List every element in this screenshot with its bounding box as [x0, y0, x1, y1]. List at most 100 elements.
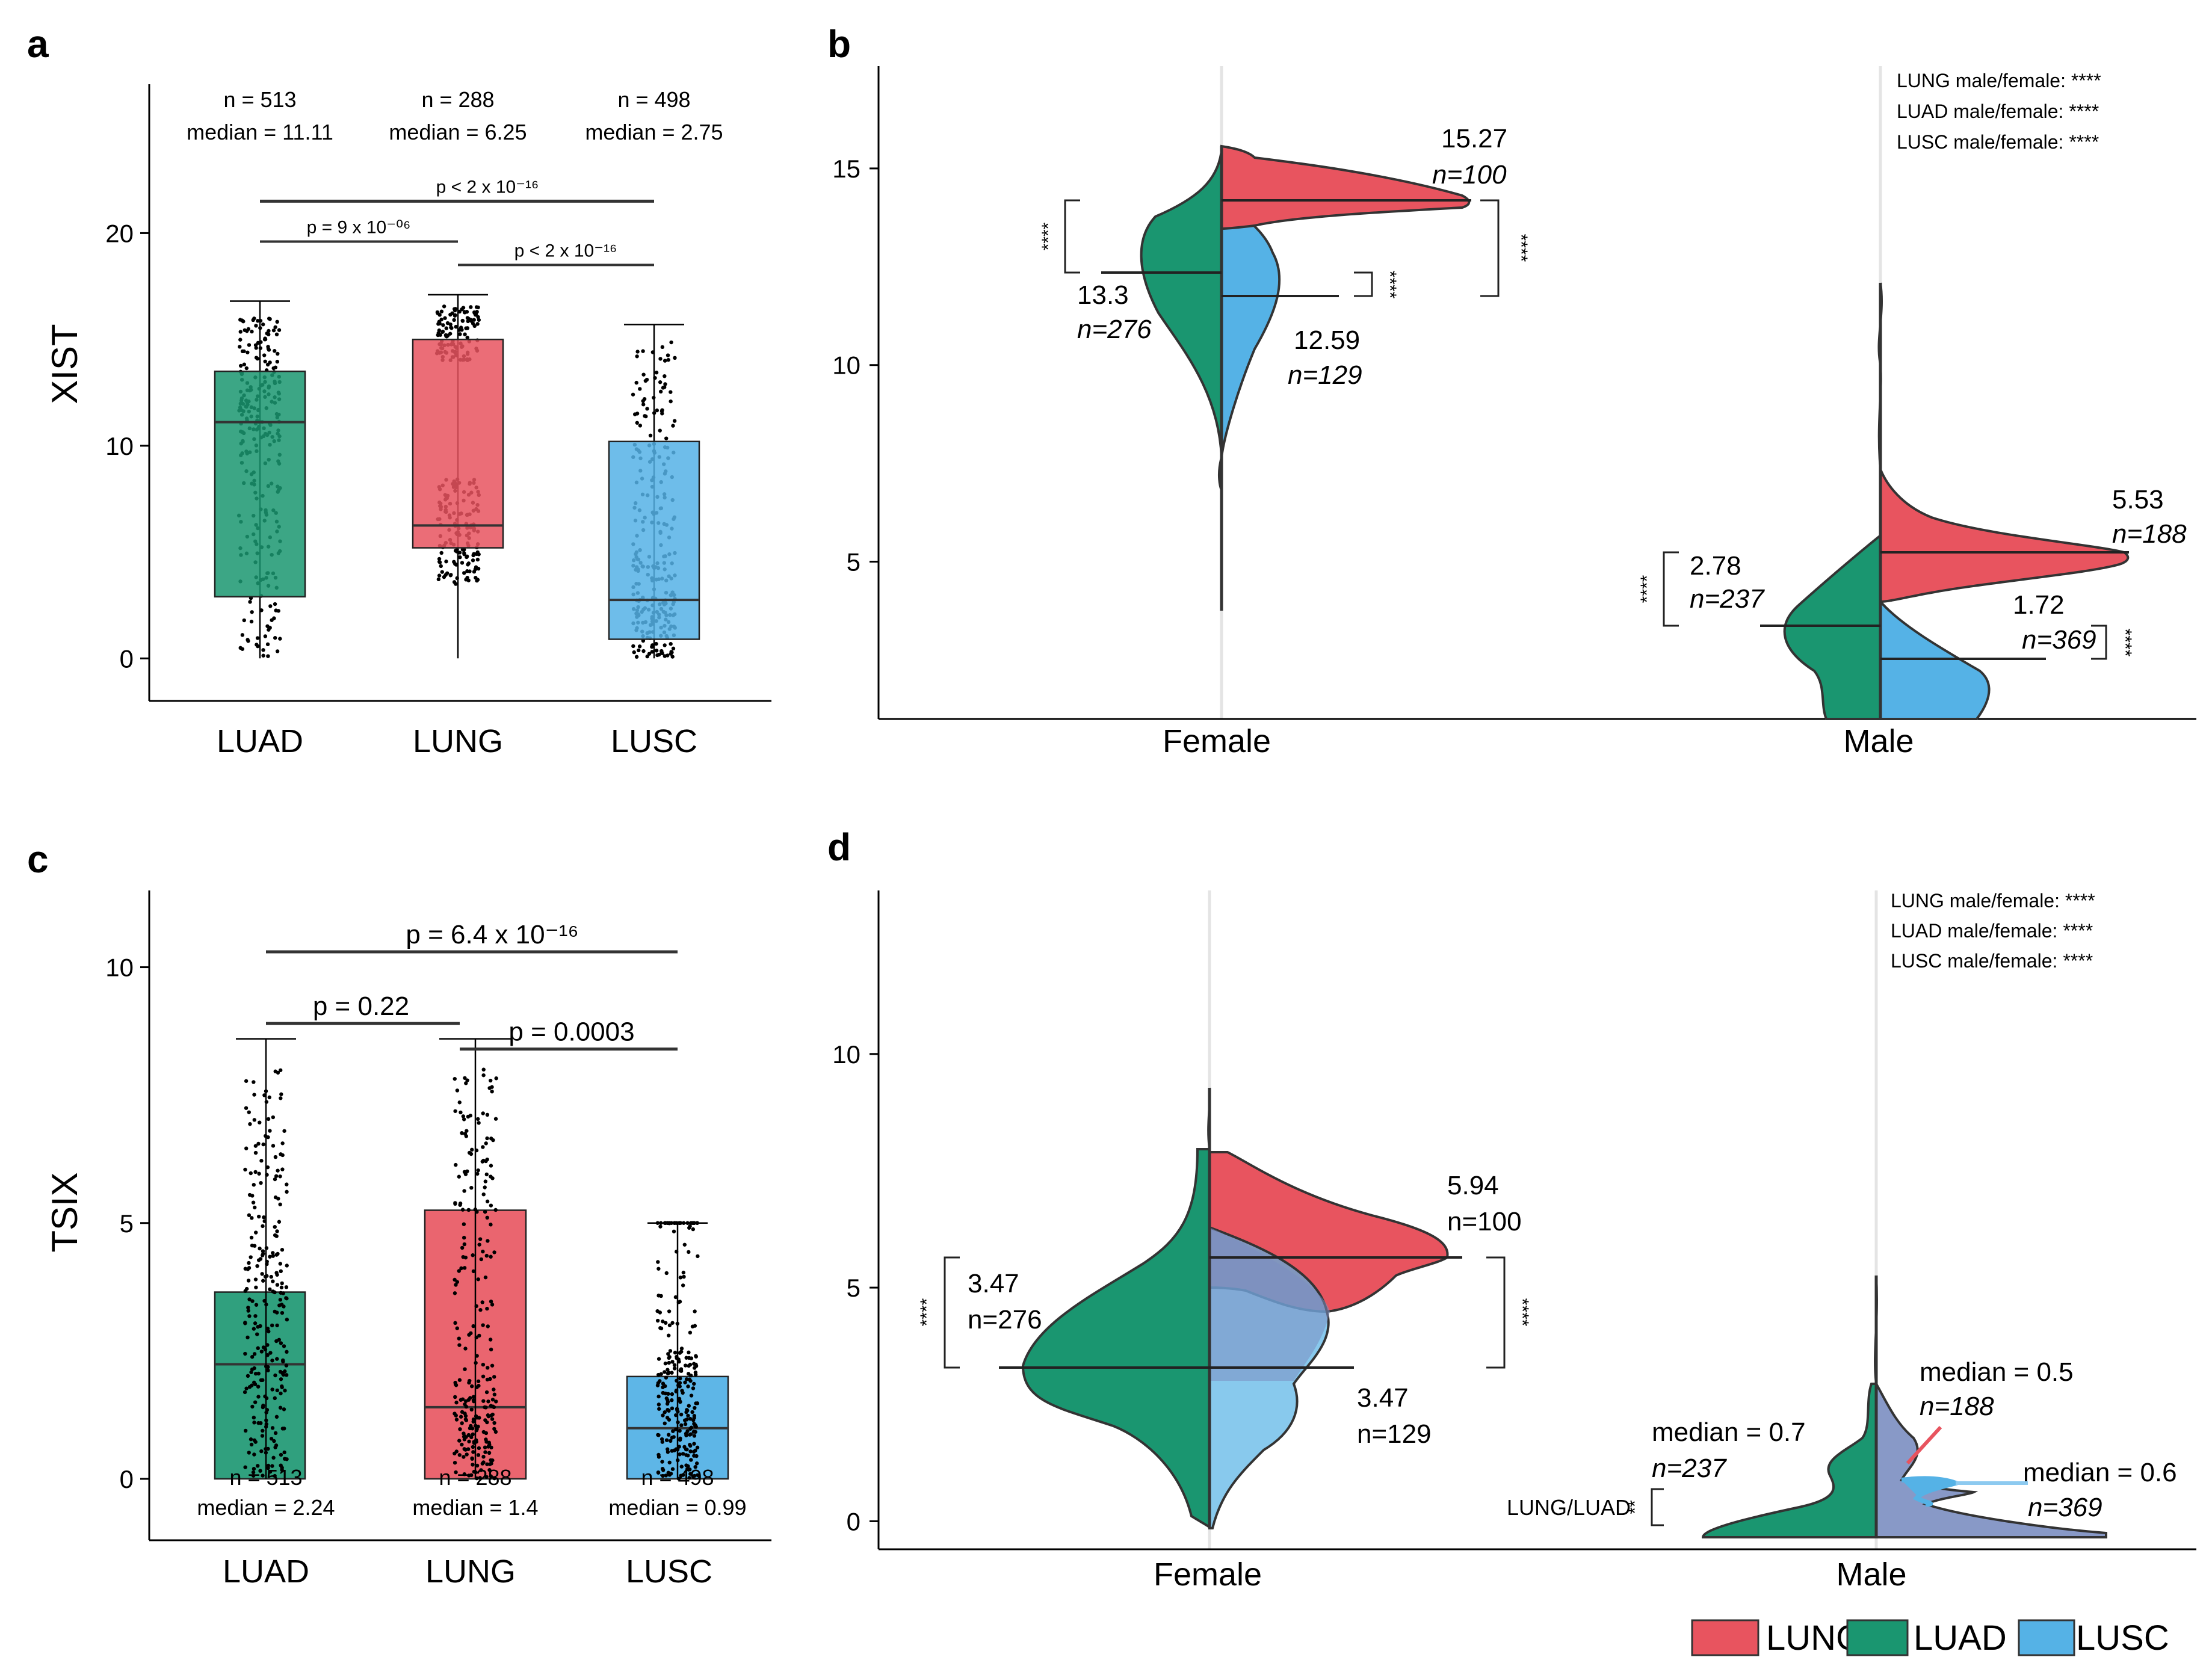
x-category-label: Female [1163, 723, 1271, 759]
jitter-point [478, 1476, 482, 1480]
jitter-point [654, 649, 659, 653]
jitter-point [687, 1250, 691, 1254]
jitter-point [284, 1373, 289, 1377]
jitter-point [271, 1115, 276, 1120]
jitter-point [691, 1227, 696, 1232]
jitter-point [490, 1085, 494, 1089]
jitter-point [655, 408, 660, 413]
jitter-point [468, 1378, 472, 1383]
jitter-point [668, 1349, 673, 1353]
jitter-point [251, 318, 255, 322]
jitter-point [268, 360, 272, 365]
jitter-point [243, 1390, 247, 1395]
jitter-point [667, 1355, 672, 1359]
jitter-point [678, 1351, 682, 1355]
jitter-point [285, 1296, 289, 1301]
jitter-point [489, 1474, 493, 1478]
jitter-point [481, 1145, 485, 1149]
jitter-point [485, 1377, 490, 1382]
sig-stars: **** [1511, 234, 1531, 262]
jitter-point [261, 1251, 265, 1256]
jitter-point [444, 560, 448, 564]
jitter-point [665, 1402, 670, 1406]
jitter-point [268, 1287, 272, 1292]
jitter-point [436, 577, 441, 582]
sig-bracket [1480, 199, 1500, 297]
x-category-label: LUNG [413, 723, 503, 759]
jitter-point [671, 424, 675, 428]
jitter-point [279, 1285, 284, 1290]
jitter-point [469, 305, 473, 309]
jitter-point [270, 1323, 274, 1328]
jitter-point [249, 1255, 253, 1259]
jitter-point [663, 1370, 667, 1374]
jitter-point [660, 1440, 664, 1444]
jitter-point [267, 332, 271, 337]
jitter-point [493, 1117, 498, 1121]
jitter-point [282, 1344, 286, 1348]
jitter-point [275, 1323, 279, 1328]
jitter-point [246, 1374, 250, 1378]
n-value: n=237 [1652, 1454, 1727, 1483]
jitter-point [252, 1183, 256, 1187]
jitter-point [692, 1414, 697, 1418]
jitter-point [686, 1464, 690, 1469]
jitter-point [282, 1427, 286, 1431]
jitter-point [448, 322, 453, 327]
jitter-point [283, 1389, 287, 1393]
panel-a-ytick-label: 20 [105, 219, 134, 247]
jitter-point [471, 558, 475, 563]
jitter-point [453, 549, 458, 553]
jitter-point [279, 1269, 283, 1274]
jitter-point [457, 1269, 461, 1273]
jitter-point [454, 1162, 458, 1167]
violin-luad [1021, 1148, 1211, 1529]
jitter-point [454, 324, 458, 329]
jitter-point [462, 1447, 466, 1451]
jitter-point [672, 1229, 676, 1233]
jitter-point [688, 1330, 693, 1335]
jitter-point [250, 1216, 254, 1220]
jitter-point [437, 557, 442, 561]
jitter-point [641, 349, 645, 353]
jitter-point [462, 571, 466, 575]
panel-a-ylabel: XIST [45, 324, 85, 404]
jitter-point [271, 1144, 276, 1148]
jitter-point [666, 1433, 671, 1437]
jitter-point [280, 1153, 285, 1158]
jitter-point [276, 609, 280, 613]
jitter-point [489, 1300, 493, 1304]
jitter-point [453, 1321, 457, 1325]
panel-a-ytick-label: 10 [105, 432, 134, 460]
jitter-point [483, 1275, 488, 1280]
jitter-point [279, 1391, 283, 1396]
panel-a-ytick-label: 0 [120, 644, 134, 673]
jitter-point [688, 1443, 693, 1448]
jitter-point [460, 1208, 465, 1212]
jitter-point [271, 1455, 276, 1460]
jitter-point [462, 1222, 466, 1226]
jitter-point [453, 313, 457, 317]
jitter-point [683, 1363, 688, 1368]
jitter-point [492, 1421, 496, 1425]
jitter-point [265, 1165, 270, 1170]
n-value: n=369 [2028, 1493, 2102, 1522]
jitter-point [279, 1303, 284, 1307]
jitter-point [660, 650, 664, 655]
jitter-point [280, 1281, 284, 1286]
jitter-point [275, 319, 279, 324]
jitter-point [437, 573, 442, 578]
jitter-point [455, 1088, 460, 1093]
jitter-point [673, 1295, 678, 1300]
pair-label: LUNG/LUAD [1507, 1495, 1631, 1520]
jitter-point [489, 1347, 493, 1352]
jitter-point [490, 1363, 495, 1368]
jitter-point [268, 1129, 272, 1133]
jitter-point [689, 1458, 693, 1462]
jitter-point [686, 1413, 690, 1418]
jitter-point [470, 1147, 474, 1152]
jitter-point [462, 1266, 467, 1270]
jitter-point [252, 1380, 256, 1385]
jitter-point [666, 1352, 670, 1356]
jitter-point [694, 1354, 699, 1359]
